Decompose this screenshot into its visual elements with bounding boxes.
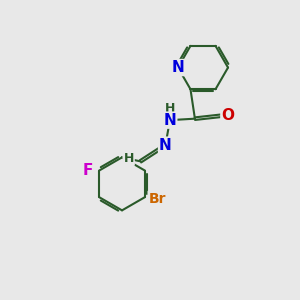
Text: H: H bbox=[124, 152, 134, 165]
Text: N: N bbox=[164, 112, 176, 128]
Text: F: F bbox=[83, 163, 93, 178]
Text: Br: Br bbox=[148, 192, 166, 206]
Text: H: H bbox=[165, 103, 175, 116]
Text: N: N bbox=[159, 138, 172, 153]
Text: N: N bbox=[172, 60, 184, 75]
Text: O: O bbox=[221, 108, 234, 123]
